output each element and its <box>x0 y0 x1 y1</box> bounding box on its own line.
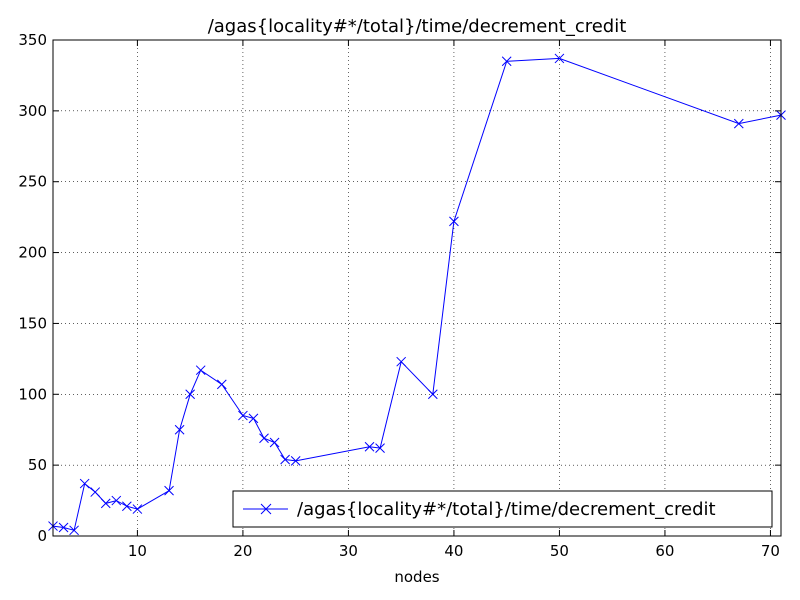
legend-marker-sample <box>260 503 272 515</box>
data-point-marker <box>280 454 290 465</box>
data-point-marker <box>174 424 185 435</box>
data-point-marker <box>216 379 227 390</box>
chart-title: /agas{locality#*/total}/time/decrement_c… <box>208 16 627 37</box>
x-tick-label: 50 <box>550 542 569 560</box>
data-point-marker <box>259 433 269 444</box>
y-tick-label: 50 <box>28 456 47 474</box>
legend-box <box>232 490 773 528</box>
y-tick-label: 0 <box>37 527 47 545</box>
data-point-marker <box>396 356 407 367</box>
data-point-marker <box>132 504 143 514</box>
data-point-marker <box>79 478 90 489</box>
data-point-marker <box>69 525 79 536</box>
data-point-marker <box>195 365 206 376</box>
x-axis-label: nodes <box>394 568 439 586</box>
data-point-marker <box>90 487 101 497</box>
data-point-marker <box>100 498 111 509</box>
data-point-marker <box>185 389 196 400</box>
data-point-marker <box>375 443 385 453</box>
data-point-marker <box>111 495 122 506</box>
data-point-marker <box>238 410 248 421</box>
data-point-marker <box>449 216 459 227</box>
x-tick-label: 10 <box>128 542 147 560</box>
x-tick-label: 40 <box>444 542 463 560</box>
y-tick-label: 150 <box>18 314 47 332</box>
legend-entry-label: /agas{locality#*/total}/time/decrement_c… <box>297 499 716 520</box>
data-point-marker <box>554 53 565 64</box>
data-point-marker <box>122 501 132 512</box>
data-point-marker <box>58 522 69 533</box>
data-point-marker <box>269 437 280 448</box>
data-point-marker <box>501 56 512 67</box>
data-point-marker <box>290 456 301 466</box>
legend: /agas{locality#*/total}/time/decrement_c… <box>232 490 773 528</box>
x-tick-label: 60 <box>655 542 674 560</box>
x-tick-label: 70 <box>761 542 780 560</box>
x-tick-label: 30 <box>339 542 358 560</box>
data-point-marker <box>164 485 174 496</box>
y-tick-label: 300 <box>18 102 47 120</box>
plot-frame <box>52 39 782 537</box>
data-point-marker <box>733 118 744 129</box>
y-tick-label: 350 <box>18 31 47 49</box>
data-point-marker <box>248 413 259 424</box>
axis-ticks: 10 20 30 40 50 60 70 0 50 100 150 200 250 300 350 <box>18 31 781 560</box>
plot-series <box>48 53 786 536</box>
y-tick-label: 250 <box>18 173 47 191</box>
data-point-marker <box>427 389 438 400</box>
y-tick-label: 100 <box>18 385 47 403</box>
x-tick-label: 20 <box>233 542 252 560</box>
data-point-marker <box>364 441 375 452</box>
y-tick-label: 200 <box>18 244 47 262</box>
